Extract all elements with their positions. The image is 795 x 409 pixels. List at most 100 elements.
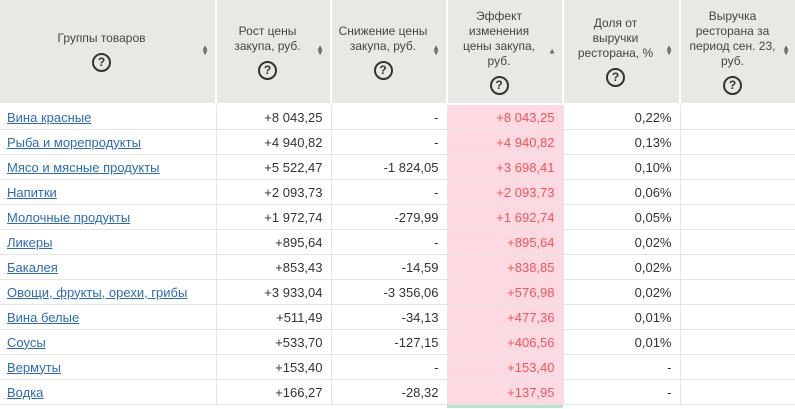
cell: [0, 405, 216, 409]
cell-group: Мясо и мясные продукты: [0, 154, 217, 180]
table-row: Соусы +533,70 -127,15 +406,56 0,01%: [0, 329, 795, 355]
cell-revenue: [680, 229, 795, 255]
cell-decrease: -34,13: [331, 304, 448, 330]
table-row: Вермуты +153,40 - +153,40 -: [0, 354, 795, 380]
cell-share: 0,22%: [563, 104, 681, 130]
group-link[interactable]: Соусы: [7, 334, 46, 350]
cell-effect: +153,40: [447, 354, 564, 380]
cell-group: Вермуты: [0, 354, 217, 380]
cell-share: 0,10%: [563, 154, 681, 180]
group-link[interactable]: Вермуты: [7, 359, 62, 375]
group-link[interactable]: Овощи, фрукты, орехи, грибы: [7, 284, 188, 300]
cell-effect: +3 698,41: [447, 154, 564, 180]
sort-icon[interactable]: ▲ ▼: [432, 42, 440, 57]
cell-growth: +153,40: [216, 354, 332, 380]
help-icon[interactable]: ?: [606, 68, 625, 87]
cell-revenue: [680, 154, 795, 180]
cell-effect: +406,56: [447, 329, 564, 355]
group-link[interactable]: Молочные продукты: [7, 209, 131, 225]
help-icon[interactable]: ?: [489, 75, 509, 95]
cell-group: Напитки: [0, 179, 217, 205]
cell-group: Вина белые: [0, 304, 217, 330]
column-header-revenue[interactable]: Выручка ресторана за период сен. 23, руб…: [680, 0, 795, 105]
help-icon[interactable]: ?: [258, 60, 277, 80]
cell-effect: +8 043,25: [447, 104, 564, 130]
cell-share: 0,02%: [563, 254, 681, 280]
cell-decrease: -127,15: [331, 329, 448, 355]
cell-share: 0,02%: [563, 229, 681, 255]
cell-effect: +137,95: [447, 379, 564, 405]
cell-share: 0,06%: [563, 179, 681, 205]
help-icon[interactable]: ?: [723, 75, 742, 95]
table-row: Мясо и мясные продукты +5 522,47 -1 824,…: [0, 154, 795, 180]
cell-decrease: -3 356,06: [331, 279, 448, 305]
cell-growth: +853,43: [216, 254, 332, 280]
column-label: Доля от выручки ресторана, %: [577, 16, 654, 60]
cell-group: Рыба и морепродукты: [0, 129, 217, 155]
cell-group: Овощи, фрукты, орехи, грибы: [0, 279, 217, 305]
cell-share: 0,01%: [563, 329, 681, 355]
table-row: Рыба и морепродукты +4 940,82 - +4 940,8…: [0, 129, 795, 155]
group-link[interactable]: Вина белые: [7, 309, 80, 325]
table-row: Вина белые +511,49 -34,13 +477,36 0,01%: [0, 304, 795, 330]
cell-revenue: [680, 179, 795, 205]
table-row: Напитки +2 093,73 - +2 093,73 0,06%: [0, 179, 795, 205]
cell-revenue: [680, 304, 795, 330]
cell-decrease: -28,32: [331, 379, 448, 405]
cell-effect: +2 093,73: [447, 179, 564, 205]
table-row: Ликеры +895,64 - +895,64 0,02%: [0, 229, 795, 255]
sort-icon[interactable]: ▲ ▼: [782, 42, 790, 57]
column-header-group[interactable]: Группы товаров ? ▲ ▼: [0, 0, 217, 105]
cell-effect: +895,64: [447, 229, 564, 255]
group-link[interactable]: Вина красные: [7, 109, 92, 125]
cell-growth: +1 972,74: [216, 204, 332, 230]
cell-growth: +533,70: [216, 329, 332, 355]
group-link[interactable]: Водка: [7, 384, 44, 400]
cell-share: 0,02%: [563, 279, 681, 305]
cell-group: Бакалея: [0, 254, 217, 280]
help-icon[interactable]: ?: [92, 53, 111, 72]
cell-share: -: [563, 354, 681, 380]
cell-group: Ликеры: [0, 229, 217, 255]
table-row: Бакалея +853,43 -14,59 +838,85 0,02%: [0, 254, 795, 280]
column-header-effect[interactable]: Эффект изменения цены закупа, руб. ? ▲: [447, 0, 564, 105]
cell-group: Молочные продукты: [0, 204, 217, 230]
cell-decrease: -14,59: [331, 254, 448, 280]
group-link[interactable]: Ликеры: [7, 234, 53, 250]
sort-asc-icon[interactable]: ▲: [548, 46, 556, 55]
cell-revenue: [680, 204, 795, 230]
cell-growth: +4 940,82: [216, 129, 332, 155]
group-link[interactable]: Рыба и морепродукты: [7, 134, 141, 150]
column-header-decrease[interactable]: Снижение цены закупа, руб. ? ▲ ▼: [331, 0, 448, 105]
cell-group: Водка: [0, 379, 217, 405]
cell-group: Вина красные: [0, 104, 217, 130]
cell-share: 0,05%: [563, 204, 681, 230]
cell-decrease: -: [331, 179, 448, 205]
sort-icon[interactable]: ▲ ▼: [201, 42, 209, 57]
group-link[interactable]: Бакалея: [7, 259, 58, 275]
column-header-growth[interactable]: Рост цены закупа, руб. ? ▲ ▼: [216, 0, 332, 105]
cell-decrease: -: [331, 104, 448, 130]
cell-share: -: [563, 379, 681, 405]
cell-revenue: [680, 129, 795, 155]
help-icon[interactable]: ?: [373, 60, 393, 80]
cell-effect: +1 692,74: [447, 204, 564, 230]
group-link[interactable]: Напитки: [7, 184, 57, 200]
table-row: Вина красные +8 043,25 - +8 043,25 0,22%: [0, 104, 795, 130]
cell-revenue: [680, 354, 795, 380]
sort-icon[interactable]: ▲ ▼: [316, 42, 324, 57]
group-link[interactable]: Мясо и мясные продукты: [7, 159, 160, 175]
sort-icon[interactable]: ▲ ▼: [665, 42, 673, 57]
column-label: Выручка ресторана за период сен. 23, руб…: [689, 8, 776, 68]
column-header-share[interactable]: Доля от выручки ресторана, % ? ▲ ▼: [563, 0, 681, 105]
cell-share: 0,13%: [563, 129, 681, 155]
column-label: Группы товаров: [57, 31, 146, 45]
cell-growth: +166,27: [216, 379, 332, 405]
cell-growth: +511,49: [216, 304, 332, 330]
cell: [216, 405, 331, 409]
table-row: Водка +166,27 -28,32 +137,95 -: [0, 379, 795, 405]
cell-decrease: -: [331, 229, 448, 255]
cell-group: Соусы: [0, 329, 217, 355]
cell-revenue: [680, 254, 795, 280]
